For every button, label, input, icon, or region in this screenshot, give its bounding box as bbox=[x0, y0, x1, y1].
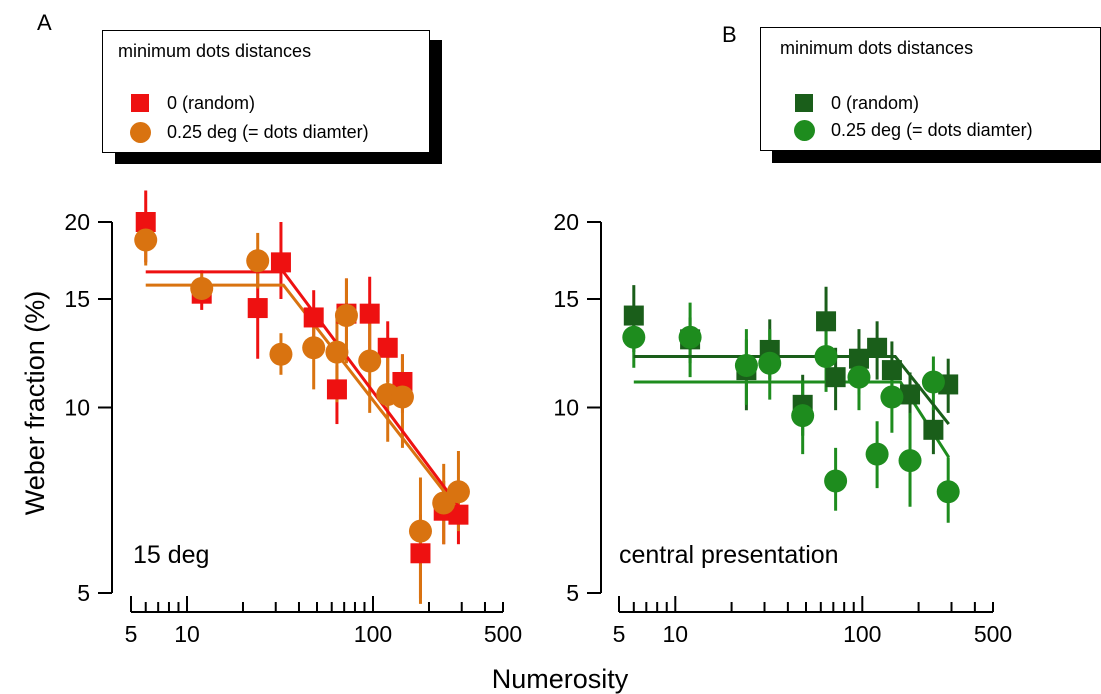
panel-a-y-tick-label: 20 bbox=[64, 209, 90, 235]
panel-a-random-square-point bbox=[270, 252, 291, 273]
panel-a-random-square-point bbox=[247, 298, 268, 319]
panel-a-y-tick-label: 10 bbox=[64, 395, 90, 421]
panel-a-spaced-circle-point bbox=[302, 336, 326, 360]
panel-a-annotation: 15 deg bbox=[133, 541, 209, 569]
panel-b-random-square-point bbox=[881, 360, 902, 381]
panel-b-plot: 5 10 15 20 5 10 100 500 central presentation bbox=[553, 209, 1012, 647]
panel-b-x-tick-label: 5 bbox=[613, 621, 626, 647]
panel-b-y-tick-label: 20 bbox=[553, 209, 579, 235]
panel-b-spaced-circle-point bbox=[734, 353, 758, 377]
panel-b-x-tick-label: 10 bbox=[662, 621, 688, 647]
panel-b-spaced-circle-point bbox=[880, 385, 904, 409]
panel-a-random-square-point bbox=[410, 543, 431, 564]
panel-b-x-tick-label: 100 bbox=[843, 621, 881, 647]
panel-b-y-tick-label: 5 bbox=[566, 580, 579, 606]
red-square-marker bbox=[131, 94, 149, 112]
panel-b-random-square-point bbox=[867, 337, 888, 358]
panel-b-random-square-point bbox=[825, 367, 846, 388]
panel-a-plot: 5 10 15 20 5 10 100 500 15 deg bbox=[64, 190, 522, 647]
panel-b-random-square-point bbox=[848, 348, 869, 369]
panel-b-y-tick-label: 15 bbox=[553, 286, 579, 312]
panel-a-random-square-point bbox=[303, 307, 324, 328]
panel-a-random-square-point bbox=[448, 504, 469, 525]
panel-a-x-tick-label: 5 bbox=[125, 621, 138, 647]
dark-green-square-marker bbox=[795, 94, 813, 112]
panel-b-random-square-point bbox=[816, 311, 837, 332]
panel-b-spaced-circle-point bbox=[936, 480, 960, 504]
panel-b-spaced-circle-point bbox=[814, 344, 838, 368]
panel-a-spaced-circle-point bbox=[134, 228, 158, 252]
panel-b-y-tick-label: 10 bbox=[553, 395, 579, 421]
legend-a-entry-spaced-label: 0.25 deg (= dots diamter) bbox=[167, 122, 369, 142]
panel-a-spaced-circle-point bbox=[246, 249, 270, 273]
panel-a-spaced-circle-point bbox=[358, 349, 382, 373]
legend-b: minimum dots distances 0 (random) 0.25 d… bbox=[760, 27, 1101, 151]
panel-a-random-square-point bbox=[359, 303, 380, 324]
orange-circle-marker bbox=[130, 122, 151, 143]
panel-a-random-square-point bbox=[377, 337, 398, 358]
panel-b-spaced-circle-point bbox=[678, 325, 702, 349]
panel-a-spaced-circle-point bbox=[334, 304, 358, 328]
legend-a: minimum dots distances 0 (random) 0.25 d… bbox=[102, 30, 430, 153]
panel-b-spaced-circle-point bbox=[791, 404, 815, 428]
panel-b-random-square-point bbox=[900, 384, 921, 405]
x-axis-label: Numerosity bbox=[492, 664, 629, 694]
panel-b-annotation: central presentation bbox=[619, 541, 839, 569]
panel-a-x-tick-label: 100 bbox=[354, 621, 392, 647]
panel-b-random-square-point bbox=[623, 305, 644, 326]
panel-label-b: B bbox=[722, 22, 737, 47]
panel-a-random-square-point bbox=[326, 379, 347, 400]
legend-a-title: minimum dots distances bbox=[118, 41, 312, 61]
panel-a-x-tick-label: 10 bbox=[174, 621, 200, 647]
panel-b-x-tick-label: 500 bbox=[974, 621, 1012, 647]
panel-a-y-tick-label: 15 bbox=[64, 286, 90, 312]
panel-b-markers bbox=[622, 305, 960, 504]
panel-a-spaced-circle-point bbox=[269, 342, 293, 366]
panel-a-spaced-circle-point bbox=[408, 519, 432, 543]
panel-b-random-fit-line bbox=[633, 354, 950, 425]
panel-a-random-square-point bbox=[135, 212, 156, 232]
panel-b-spaced-circle-point bbox=[865, 442, 889, 466]
panel-a-spaced-circle-point bbox=[446, 480, 470, 504]
legend-b-entry-random-label: 0 (random) bbox=[831, 93, 920, 113]
panel-b-spaced-circle-point bbox=[758, 351, 782, 375]
y-axis-label: Weber fraction (%) bbox=[20, 291, 50, 516]
panel-b-spaced-circle-point bbox=[622, 325, 646, 349]
legend-b-title: minimum dots distances bbox=[780, 38, 974, 58]
panel-a-spaced-circle-point bbox=[190, 276, 214, 300]
panel-b-spaced-circle-point bbox=[898, 449, 922, 473]
panel-a-markers bbox=[134, 212, 470, 564]
panel-b-random-square-point bbox=[923, 419, 944, 440]
panel-a-y-tick-label: 5 bbox=[77, 580, 90, 606]
panel-a-spaced-circle-point bbox=[390, 385, 414, 409]
panel-b-spaced-circle-point bbox=[824, 469, 848, 493]
green-circle-marker bbox=[794, 120, 815, 141]
panel-a-spaced-circle-point bbox=[325, 340, 349, 364]
panel-label-a: A bbox=[37, 10, 52, 35]
panel-b-spaced-circle-point bbox=[921, 370, 945, 394]
legend-b-entry-spaced-label: 0.25 deg (= dots diamter) bbox=[831, 120, 1033, 140]
legend-a-entry-random-label: 0 (random) bbox=[167, 93, 256, 113]
panel-b-spaced-circle-point bbox=[847, 365, 871, 389]
panel-a-x-tick-label: 500 bbox=[484, 621, 522, 647]
